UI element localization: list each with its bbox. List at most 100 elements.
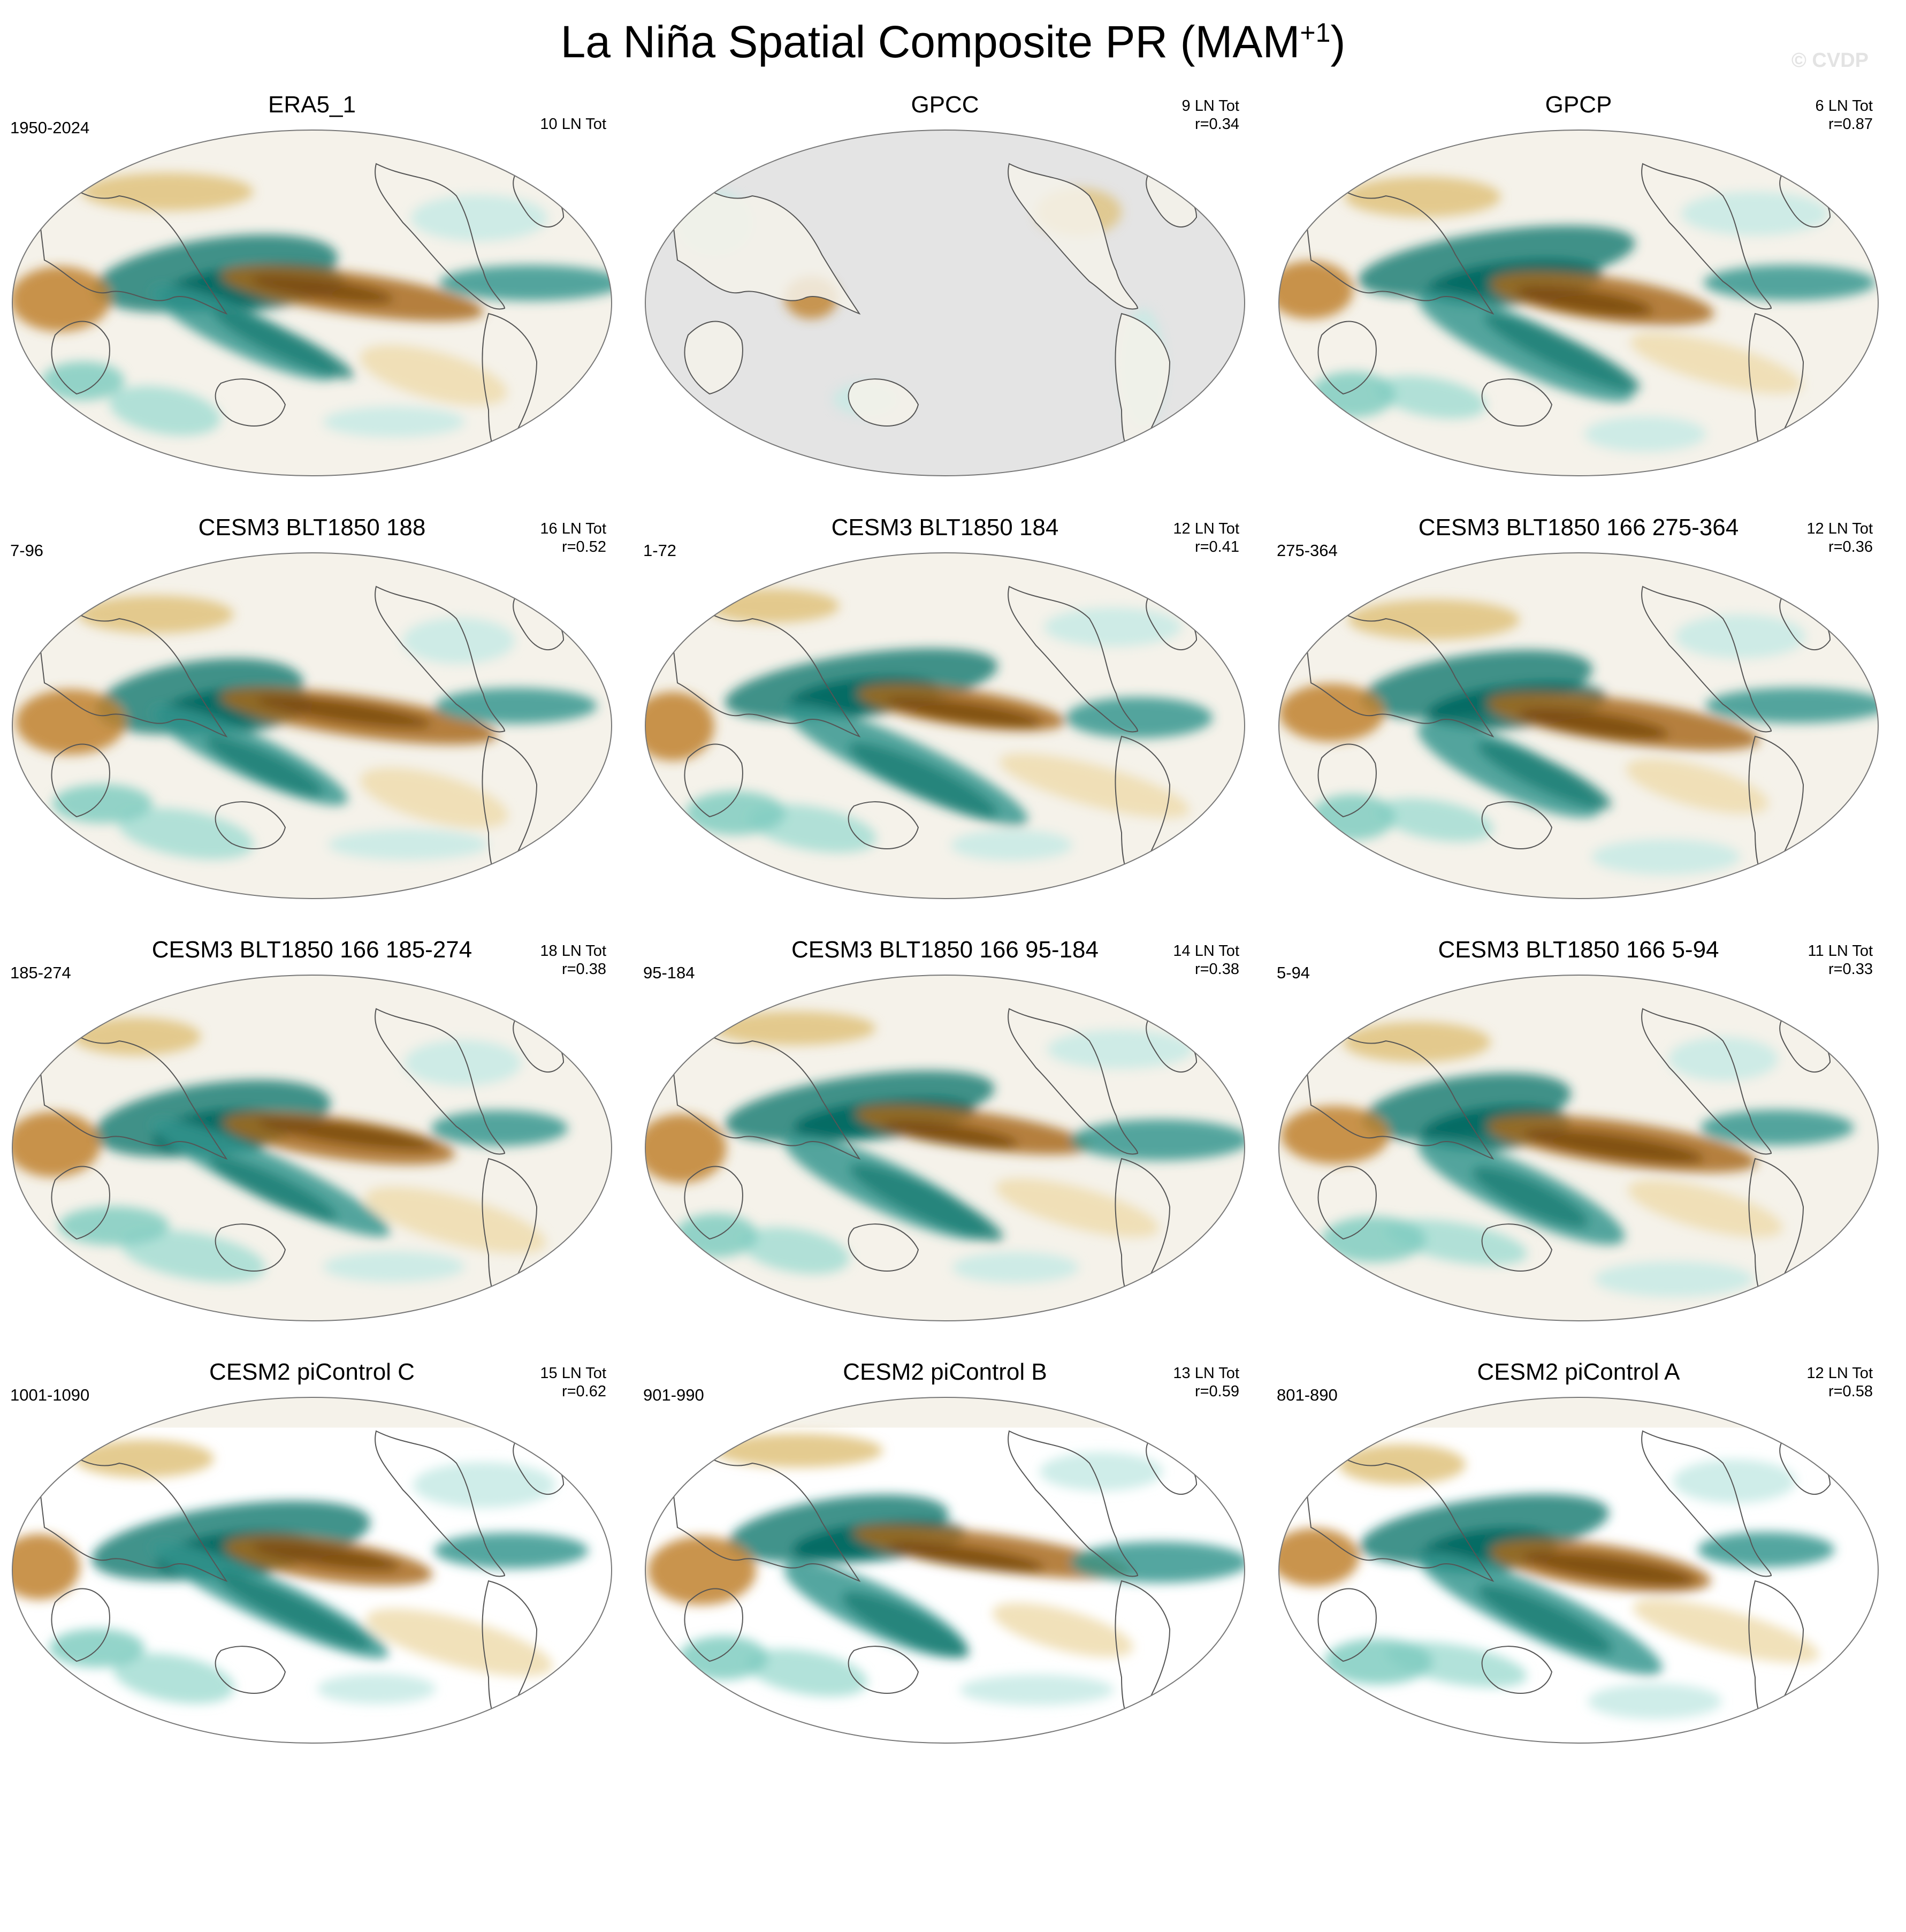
panel-count: 6 LN Tot [1718,97,1873,115]
anomaly-region [317,1674,436,1704]
colorbar-swatch [953,1796,1018,1825]
map-panel [645,1397,1249,1743]
panel-stats: 16 LN Tot r=0.52 [451,520,606,556]
panel-count: 12 LN Tot [1718,520,1873,538]
colorbar-swatch [1407,1796,1472,1825]
anomaly-region [1071,1119,1250,1160]
panel-count: 10 LN Tot [451,115,606,133]
figure [0,0,1906,1932]
map-panel [12,553,612,899]
panel-count: 14 LN Tot [1084,942,1239,960]
anomaly-region [1270,1528,1360,1586]
panel-years: 185-274 [10,963,71,983]
map-panel [1270,1397,1878,1743]
anomaly-region [52,785,152,823]
anomaly-region [1345,177,1501,217]
panel-count: 18 LN Tot [451,942,606,960]
map-panel [1279,975,1878,1321]
anomaly-region [10,267,111,332]
anomaly-region [631,692,714,761]
anomaly-region [434,1533,588,1569]
cvdp-watermark: © CVDP [1791,49,1869,72]
anomaly-region [714,1434,883,1468]
anomaly-region [1310,371,1396,417]
panel-years: 275-364 [1277,541,1338,560]
panel-stats: 12 LN Tot r=0.58 [1718,1364,1873,1401]
anomaly-region [431,1110,568,1146]
anomaly-region [323,1251,464,1282]
colorbar-swatch [1082,1796,1147,1825]
anomaly-region [58,1206,169,1245]
anomaly-region [1322,1216,1427,1262]
panel-stats: 9 LN Tot r=0.34 [1084,97,1239,133]
anomaly-region [439,265,623,301]
colorbar-swatch [434,1796,499,1825]
anomaly-region [706,589,839,623]
panel-stats: 12 LN Tot r=0.41 [1084,520,1239,556]
colorbar-swatch [1018,1796,1082,1825]
anomaly-region [403,618,515,664]
colorbar-swatch [499,1796,563,1825]
anomaly-region [1592,839,1740,874]
panel-correlation: r=0.34 [1084,115,1239,133]
anomaly-region [1668,1037,1778,1081]
anomaly-region [78,596,233,634]
colorbar-swatch [628,1796,693,1825]
anomaly-region [1044,608,1181,646]
anomaly-region [647,1536,756,1605]
map-panel [636,975,1250,1321]
anomaly-region [1681,192,1829,235]
anomaly-region [1584,416,1706,452]
anomaly-region [1040,1452,1163,1490]
panel-count: 13 LN Tot [1084,1364,1239,1382]
panel-stats: 10 LN Tot [451,115,606,133]
anomaly-region [1675,614,1805,658]
anomaly-region [1338,1444,1466,1485]
panel-correlation: r=0.38 [1084,960,1239,978]
anomaly-region [1673,1459,1796,1503]
colorbar-swatch [758,1796,823,1825]
colorbar [304,1796,1602,1825]
panel-correlation: r=0.38 [451,960,606,978]
colorbar-swatch [1537,1796,1602,1825]
panel-years: 5-94 [1277,963,1310,983]
panel-years: 801-890 [1277,1386,1338,1405]
map-panel [1279,553,1888,899]
anomaly-region [6,1112,101,1177]
anomaly-region [413,1462,555,1508]
map-panel [10,130,623,476]
panel-correlation: r=0.87 [1718,115,1873,133]
panel-count: 11 LN Tot [1718,942,1873,960]
colorbar-swatch [823,1796,888,1825]
panel-title: ERA5_1 [98,92,526,118]
anomaly-region [1281,1106,1390,1164]
anomaly-region [49,1629,144,1667]
panel-correlation: r=0.33 [1718,960,1873,978]
panel-correlation: r=0.62 [451,1382,606,1401]
panel-correlation: r=0.41 [1084,538,1239,556]
anomaly-region [72,1017,201,1055]
panel-years: 1001-1090 [10,1386,89,1405]
panel-years: 7-96 [10,541,43,560]
panel-correlation: r=0.58 [1718,1382,1873,1401]
panel-years: 901-990 [643,1386,704,1405]
anomaly-region [405,1040,521,1086]
panel-stats: 18 LN Tot r=0.38 [451,942,606,978]
colorbar-swatch [369,1796,433,1825]
anomaly-region [1047,1030,1194,1068]
anomaly-region [952,1252,1079,1283]
figure-title: La Niña Spatial Composite PR (MAM+1) [0,16,1906,68]
anomaly-region [678,1636,768,1680]
panel-stats: 11 LN Tot r=0.33 [1718,942,1873,978]
panel-years: 95-184 [643,963,695,983]
panel-stats: 12 LN Tot r=0.36 [1718,520,1873,556]
anomaly-region [81,173,253,211]
colorbar-swatch [1472,1796,1537,1825]
colorbar-swatch [563,1796,628,1825]
anomaly-region [16,689,126,755]
colorbar-units: mm/day [0,1873,1906,1913]
colorbar-swatch [1147,1796,1212,1825]
anomaly-region [1310,794,1396,840]
colorbar-swatch [1277,1796,1342,1825]
anomaly-region [1324,1639,1432,1685]
